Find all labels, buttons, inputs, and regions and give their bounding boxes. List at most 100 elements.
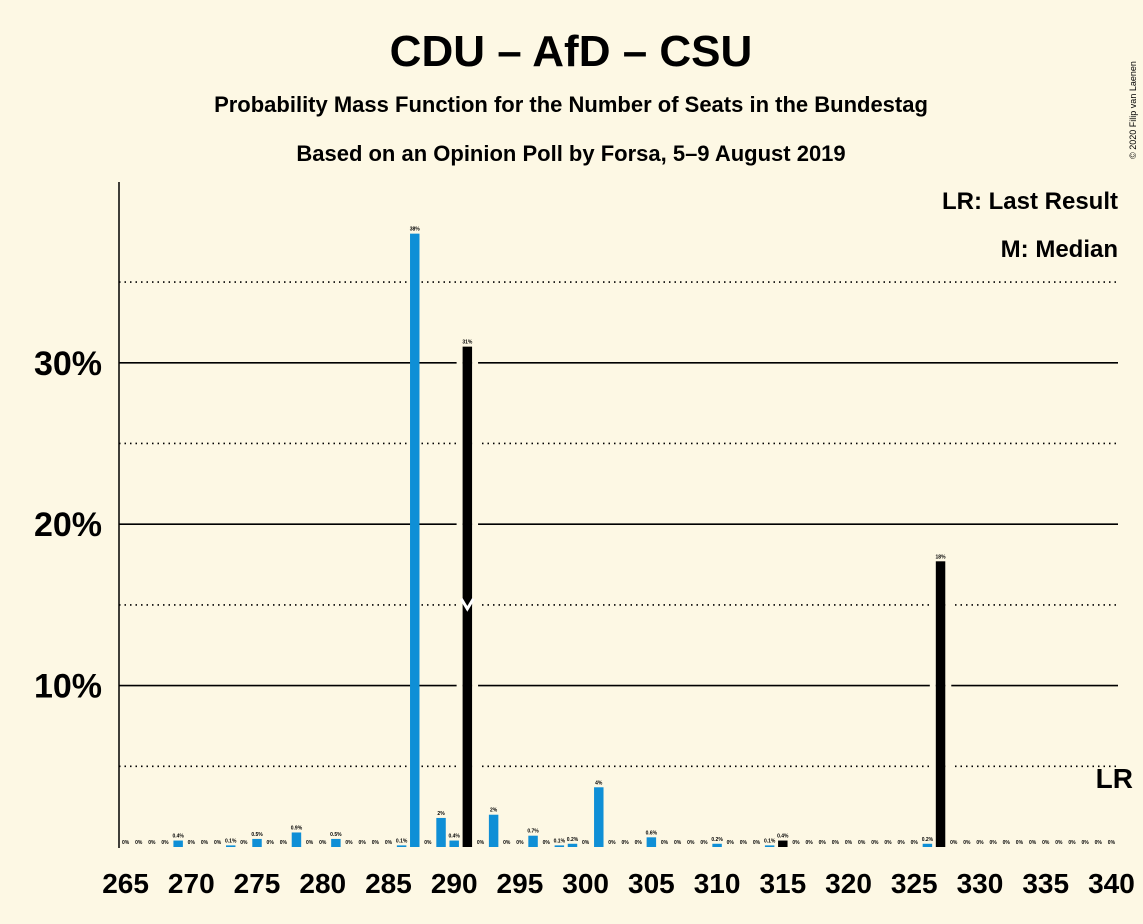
x-tick-label: 310: [694, 868, 741, 899]
data-label-seat-292: 0%: [477, 840, 485, 846]
data-label-seat-281: 0.5%: [330, 832, 342, 838]
x-tick-label: 335: [1022, 868, 1069, 899]
data-label-seat-328: 0%: [950, 840, 958, 846]
data-label-seat-274: 0%: [240, 840, 248, 846]
data-label-seat-324: 0%: [897, 840, 905, 846]
chart-source-line: Based on an Opinion Poll by Forsa, 5–9 A…: [296, 141, 845, 166]
data-label-seat-302: 0%: [608, 840, 616, 846]
data-label-seat-339: 0%: [1095, 840, 1103, 846]
data-label-seat-299: 0.2%: [567, 837, 579, 843]
data-label-seat-312: 0%: [740, 840, 748, 846]
data-label-seat-329: 0%: [963, 840, 971, 846]
data-label-seat-313: 0%: [753, 840, 761, 846]
data-label-seat-268: 0%: [161, 840, 169, 846]
data-label-seat-288: 0%: [424, 840, 432, 846]
bar-seat-278: [291, 832, 302, 847]
last-result-marker: LR: [1096, 763, 1133, 794]
data-label-seat-314: 0.1%: [764, 838, 776, 844]
data-label-seat-332: 0%: [1003, 840, 1011, 846]
data-label-seat-266: 0%: [135, 840, 143, 846]
data-label-seat-303: 0%: [621, 840, 629, 846]
bars: [173, 233, 952, 847]
bar-gap-left: [456, 336, 463, 847]
data-label-seat-279: 0%: [306, 840, 314, 846]
x-tick-label: 280: [299, 868, 346, 899]
y-tick-label: 10%: [34, 668, 102, 706]
data-label-seat-318: 0%: [819, 840, 827, 846]
data-label-seat-319: 0%: [832, 840, 840, 846]
y-tick-label: 30%: [34, 345, 102, 383]
bar-seat-314: [764, 845, 775, 847]
bar-seat-269: [173, 840, 183, 847]
bar-seat-315: [778, 840, 788, 847]
data-label-seat-282: 0%: [345, 840, 353, 846]
x-tick-label: 320: [825, 868, 872, 899]
bar-seat-289: [436, 817, 446, 847]
x-tick-label: 265: [102, 868, 149, 899]
data-label-seat-283: 0%: [359, 840, 367, 846]
y-axis-ticks: 10% 20% 30%: [34, 345, 102, 706]
data-label-seat-298: 0.1%: [554, 838, 566, 844]
data-label-seat-275: 0.5%: [251, 832, 263, 838]
data-label-seat-331: 0%: [990, 840, 998, 846]
data-label-seat-277: 0%: [280, 840, 288, 846]
bar-gap-right: [472, 336, 479, 847]
data-label-seat-330: 0%: [976, 840, 984, 846]
data-label-seat-320: 0%: [845, 840, 853, 846]
data-label-seat-338: 0%: [1082, 840, 1090, 846]
bar-seat-293: [488, 814, 499, 847]
data-label-seat-286: 0.1%: [396, 838, 408, 844]
bar-seat-281: [331, 838, 341, 847]
data-label-seat-317: 0%: [805, 840, 813, 846]
data-label-seat-316: 0%: [792, 840, 800, 846]
data-label-seat-269: 0.4%: [172, 834, 184, 840]
data-label-seat-323: 0%: [884, 840, 892, 846]
bar-gap-left: [929, 551, 936, 847]
data-label-seat-308: 0%: [687, 840, 695, 846]
data-label-seat-265: 0%: [122, 840, 130, 846]
data-label-seat-290: 0.4%: [448, 834, 460, 840]
data-label-seat-333: 0%: [1016, 840, 1024, 846]
data-label-seat-315: 0.4%: [777, 834, 789, 840]
data-label-seat-305: 0.6%: [646, 830, 658, 836]
data-label-seat-310: 0.2%: [711, 837, 723, 843]
bar-seat-301: [594, 787, 604, 847]
legend-median: M: Median: [1001, 236, 1118, 263]
x-tick-label: 270: [168, 868, 215, 899]
y-tick-label: 20%: [34, 506, 102, 544]
data-label-seat-300: 0%: [582, 840, 590, 846]
data-label-seat-307: 0%: [674, 840, 682, 846]
data-label-seat-301: 4%: [595, 780, 603, 786]
data-label-seat-309: 0%: [700, 840, 708, 846]
gridlines: [119, 281, 1118, 768]
bar-seat-305: [646, 837, 657, 847]
x-tick-label: 330: [957, 868, 1004, 899]
data-label-seat-325: 0%: [911, 840, 919, 846]
data-label-seat-321: 0%: [858, 840, 866, 846]
data-label-seat-278: 0.9%: [291, 825, 303, 831]
data-label-seat-289: 2%: [437, 811, 445, 817]
data-label-seat-295: 0%: [516, 840, 524, 846]
bar-seat-327: [935, 561, 946, 847]
data-label-seat-311: 0%: [727, 840, 735, 846]
data-label-seat-294: 0%: [503, 840, 511, 846]
bar-seat-287: [410, 233, 420, 847]
data-label-seat-293: 2%: [490, 808, 498, 814]
x-axis-ticks: 265 270 275 280 285 290 295 300 305 310 315 320 325 3…: [102, 868, 1135, 899]
bar-seat-275: [252, 838, 262, 847]
bar-gap-right: [945, 551, 952, 847]
bar-seat-291: [462, 346, 473, 847]
data-label-seat-271: 0%: [201, 840, 209, 846]
bar-seat-273: [225, 845, 236, 847]
bar-seat-290: [449, 840, 459, 847]
data-label-seat-270: 0%: [188, 840, 196, 846]
data-label-seat-276: 0%: [267, 840, 275, 846]
data-label-seat-340: 0%: [1108, 840, 1116, 846]
data-label-seat-287: 38%: [410, 227, 421, 233]
data-label-seat-335: 0%: [1042, 840, 1050, 846]
data-label-seat-267: 0%: [148, 840, 156, 846]
data-label-seat-273: 0.1%: [225, 838, 237, 844]
data-label-seat-304: 0%: [635, 840, 643, 846]
bar-seat-296: [528, 835, 538, 847]
